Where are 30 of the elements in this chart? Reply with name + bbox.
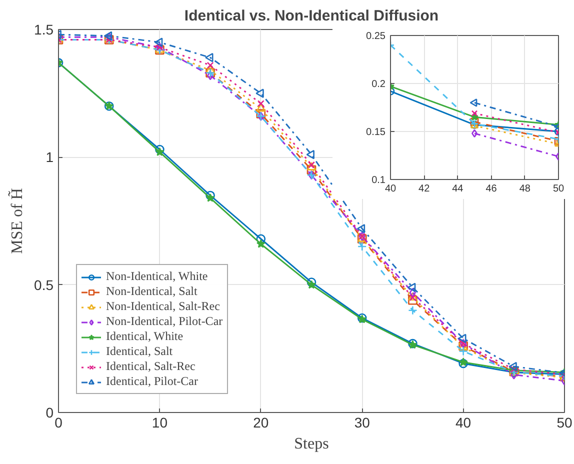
x-tick-label: 40	[456, 414, 472, 430]
x-tick-label: 10	[152, 414, 168, 430]
y-tick-label: 0.2	[372, 79, 386, 90]
legend-label: Identical, Salt	[106, 344, 173, 359]
y-tick-label: 0.1	[372, 175, 386, 186]
legend-label: Non-Identical, Salt-Rec	[106, 299, 220, 314]
legend-label: Non-Identical, White	[106, 269, 208, 284]
legend-label: Non-Identical, Pilot-Car	[106, 314, 223, 329]
x-tick-label: 20	[253, 414, 269, 430]
x-tick-label: 46	[486, 184, 498, 194]
x-tick-label: 30	[354, 414, 370, 430]
x-axis-title: Steps	[294, 436, 329, 452]
legend-label: Identical, Pilot-Car	[106, 374, 198, 389]
y-tick-label: 1	[46, 149, 54, 166]
x-tick-label: 44	[452, 184, 464, 194]
legend-label: Identical, Salt-Rec	[106, 359, 196, 374]
chart-title: Identical vs. Non-Identical Diffusion	[184, 8, 439, 24]
y-tick-label: 0.15	[366, 127, 386, 138]
x-tick-label: 48	[519, 184, 531, 194]
x-tick-label: 40	[384, 184, 396, 194]
y-axis-title: MSE of H̃	[8, 188, 26, 254]
y-tick-label: 0	[46, 404, 54, 420]
legend-label: Non-Identical, Salt	[106, 284, 198, 299]
x-tick-label: 50	[556, 414, 572, 430]
y-tick-label: 0.5	[34, 276, 54, 293]
y-tick-label: 1.5	[34, 22, 54, 38]
y-tick-label: 0.25	[366, 31, 386, 42]
legend-label: Identical, White	[106, 329, 184, 344]
x-tick-label: 50	[552, 184, 564, 194]
x-tick-label: 42	[418, 184, 430, 194]
